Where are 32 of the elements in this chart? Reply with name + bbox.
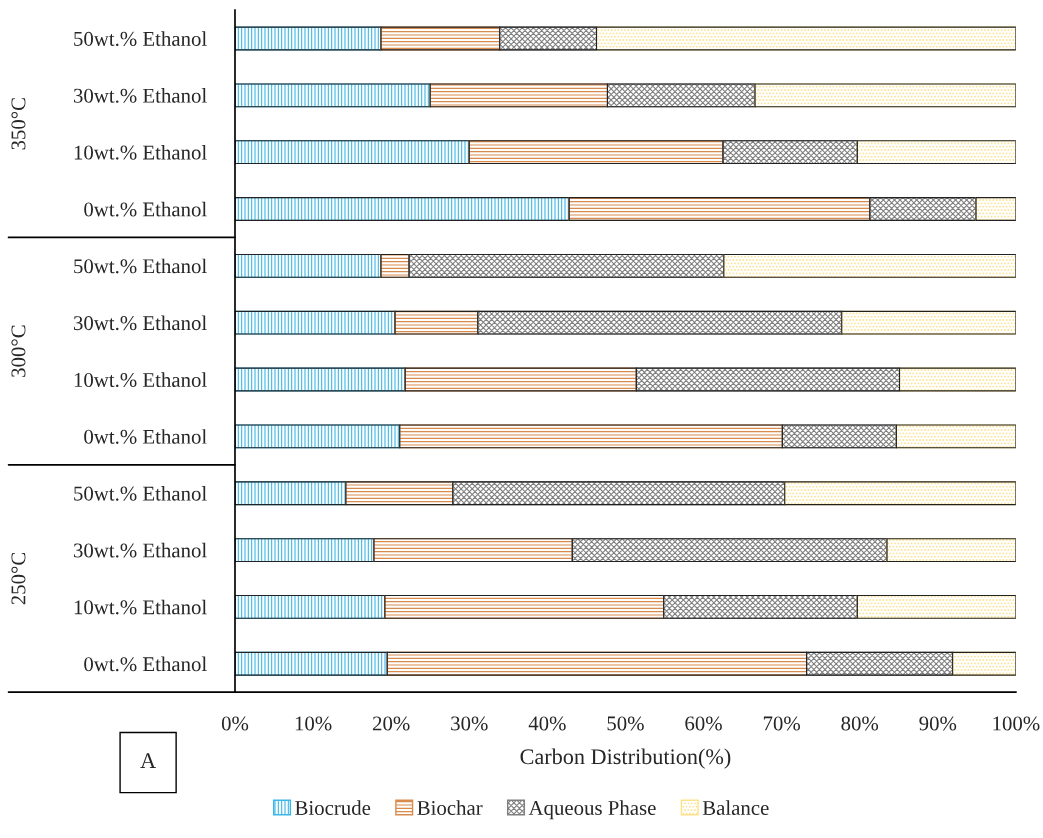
y-tick-label: 30wt.% Ethanol [73, 88, 207, 103]
legend-label: Biocrude [295, 800, 371, 816]
legend-label: Biochar [417, 800, 483, 816]
y-tick-label: 10wt.% Ethanol [74, 372, 207, 388]
x-axis-title: Carbon Distribution(%) [520, 748, 731, 769]
x-tick-label: 100% [993, 716, 1040, 731]
y-tick-label: 10wt.% Ethanol [74, 144, 207, 160]
y-tick-label: 50wt.% Ethanol [74, 258, 207, 274]
y-tick-label: 50wt.% Ethanol [74, 486, 207, 501]
y-tick-label: 50wt.% Ethanol [74, 31, 207, 46]
x-tick-label: 80% [841, 716, 879, 731]
x-tick-label: 60% [685, 716, 722, 731]
legend-label: Balance [702, 800, 769, 816]
x-tick-label: 40% [528, 716, 566, 731]
y-tick-label: 0wt.% Ethanol [84, 656, 207, 672]
legend-label: Aqueous Phase [528, 800, 656, 820]
x-tick-label: 10% [295, 716, 332, 731]
text: 250°C [11, 552, 26, 605]
y-tick-label: 30wt.% Ethanol [73, 315, 207, 331]
x-tick-label: 30% [451, 716, 488, 731]
text: 350°C [11, 98, 26, 150]
x-tick-label: 50% [607, 716, 644, 731]
text: 300°C [11, 325, 26, 377]
x-tick-label: 90% [919, 716, 957, 731]
x-tick-label: 70% [763, 716, 800, 731]
y-tick-label: 0wt.% Ethanol [84, 429, 207, 444]
y-tick-label: 30wt.% Ethanol [73, 542, 207, 558]
x-tick-label: 0% [221, 716, 249, 731]
x-tick-label: 20% [372, 716, 410, 731]
text: A [140, 753, 156, 768]
y-tick-label: 0wt.% Ethanol [84, 201, 207, 217]
y-tick-label: 10wt.% Ethanol [74, 599, 207, 615]
